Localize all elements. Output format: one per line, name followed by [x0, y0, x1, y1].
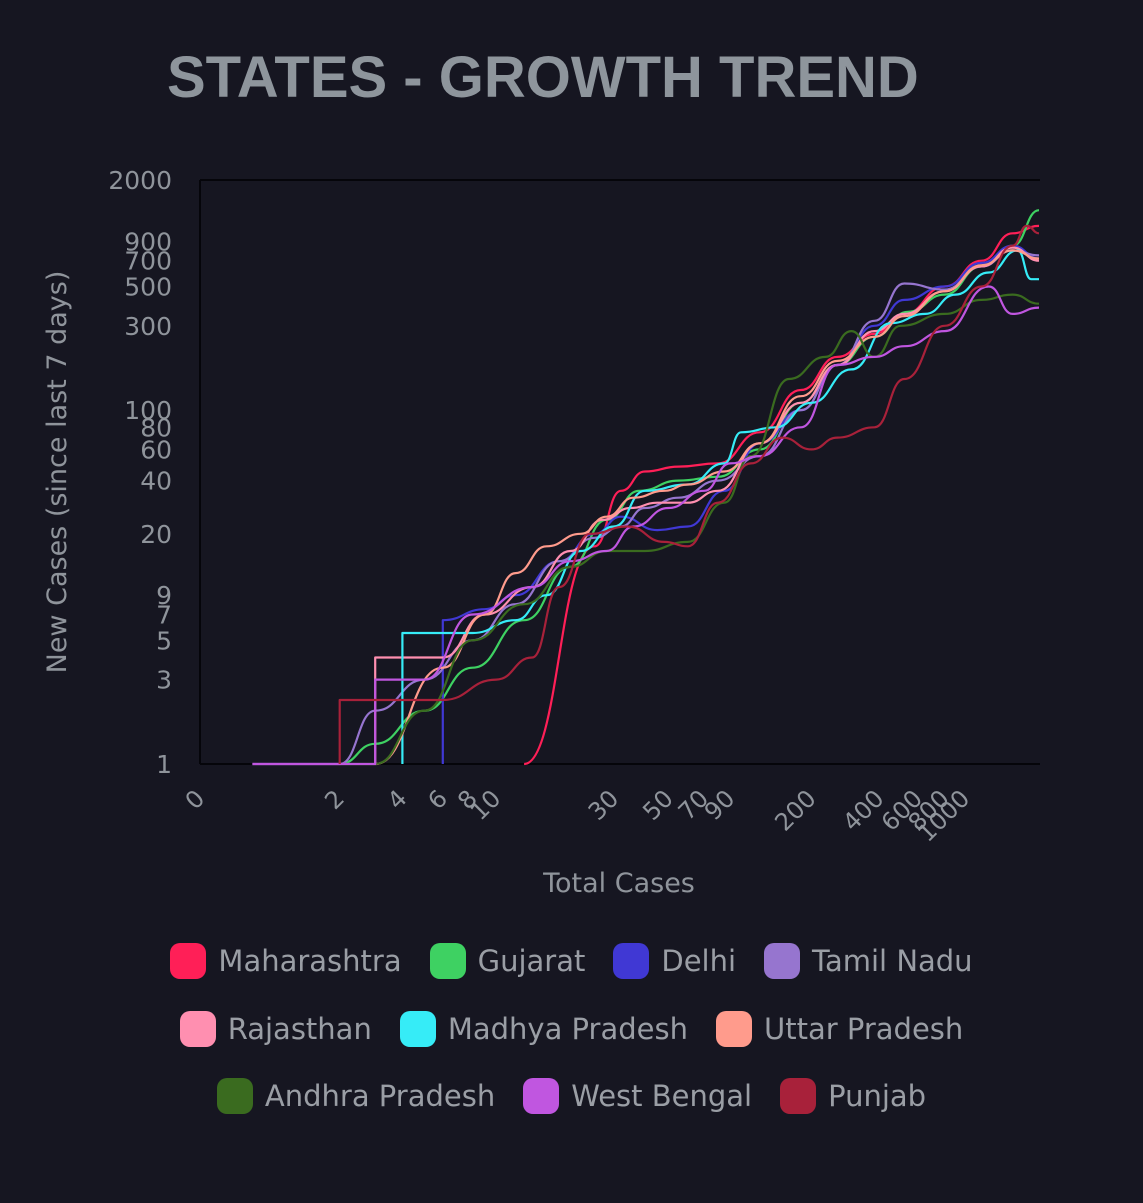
legend-item-madhya-pradesh[interactable]: Madhya Pradesh [399, 1011, 688, 1047]
chart-title: STATES - GROWTH TREND [167, 45, 919, 110]
legend-label: Delhi [661, 944, 737, 978]
y-tick-label: 20 [140, 520, 172, 549]
legend-item-tamil-nadu[interactable]: Tamil Nadu [764, 943, 973, 979]
series-line-tamil-nadu [252, 249, 1040, 766]
legend-item-uttar-pradesh[interactable]: Uttar Pradesh [715, 1011, 964, 1047]
legend-swatch [429, 943, 466, 979]
series-line-uttar-pradesh [375, 249, 1040, 766]
y-tick-label: 300 [124, 312, 172, 341]
x-tick-label: 4 [382, 784, 413, 815]
legend-label: Punjab [828, 1079, 927, 1113]
y-tick-label: 80 [140, 413, 172, 442]
legend-swatch [399, 1011, 436, 1047]
x-axis-label: Total Cases [542, 868, 695, 899]
legend-label: Andhra Pradesh [264, 1079, 496, 1113]
series-line-gujarat [339, 209, 1040, 766]
y-tick-label: 9 [156, 581, 172, 610]
legend-item-delhi[interactable]: Delhi [613, 943, 736, 979]
legend-item-punjab[interactable]: Punjab [780, 1078, 926, 1114]
legend-swatch [179, 1011, 216, 1047]
legend-label: Maharashtra [218, 944, 402, 978]
legend-label: Uttar Pradesh [763, 1012, 964, 1046]
y-tick-label: 1 [156, 750, 172, 779]
legend-label: Rajasthan [227, 1012, 372, 1046]
y-axis-label: New Cases (since last 7 days) [42, 271, 73, 674]
series-line-andhra-pradesh [339, 293, 1040, 766]
x-tick-label: 6 [422, 784, 453, 815]
x-tick-label: 10 [465, 784, 506, 825]
legend-swatch [715, 1011, 752, 1047]
y-tick-label: 900 [124, 227, 172, 256]
legend-item-maharashtra[interactable]: Maharashtra [170, 943, 402, 979]
legend-swatch [764, 943, 801, 979]
series-line-west-bengal [252, 285, 1040, 766]
y-tick-label: 500 [124, 273, 172, 302]
y-tick-label: 2000 [108, 166, 172, 195]
x-tick-label: 90 [699, 784, 740, 825]
x-tick-label: 2 [319, 784, 350, 815]
y-tick-label: 700 [124, 247, 172, 276]
series-line-madhya-pradesh [401, 249, 1039, 764]
legend-row: Rajasthan Madhya Pradesh Uttar Pradesh [0, 1011, 1143, 1047]
y-tick-label: 3 [156, 666, 172, 695]
legend-item-andhra-pradesh[interactable]: Andhra Pradesh [216, 1078, 496, 1114]
y-tick-label: 7 [156, 600, 172, 629]
legend-item-west-bengal[interactable]: West Bengal [523, 1078, 752, 1114]
legend-label: Gujarat [477, 944, 586, 978]
legend-swatch [216, 1078, 253, 1114]
y-tick-label: 60 [140, 435, 172, 464]
legend-row: Andhra Pradesh West Bengal Punjab [0, 1078, 1143, 1114]
legend-swatch [170, 943, 207, 979]
x-tick-label: 200 [769, 784, 821, 836]
y-tick-label: 5 [156, 626, 172, 655]
series-line-delhi [441, 244, 1040, 764]
x-tick-label: 0 [180, 784, 211, 815]
y-tick-label: 100 [124, 396, 172, 425]
x-tick-label: 30 [583, 784, 624, 825]
legend-swatch [780, 1078, 817, 1114]
y-tick-label: 40 [140, 467, 172, 496]
legend-label: Madhya Pradesh [447, 1012, 688, 1046]
legend-row: Maharashtra Gujarat Delhi Tamil Nadu [0, 943, 1143, 979]
legend-label: Tamil Nadu [812, 944, 973, 978]
series-layer [252, 209, 1040, 766]
legend-label: West Bengal [571, 1079, 753, 1113]
legend-item-gujarat[interactable]: Gujarat [429, 943, 586, 979]
legend-swatch [613, 943, 650, 979]
series-line-punjab [338, 224, 1040, 764]
legend-swatch [523, 1078, 560, 1114]
legend-item-rajasthan[interactable]: Rajasthan [179, 1011, 372, 1047]
